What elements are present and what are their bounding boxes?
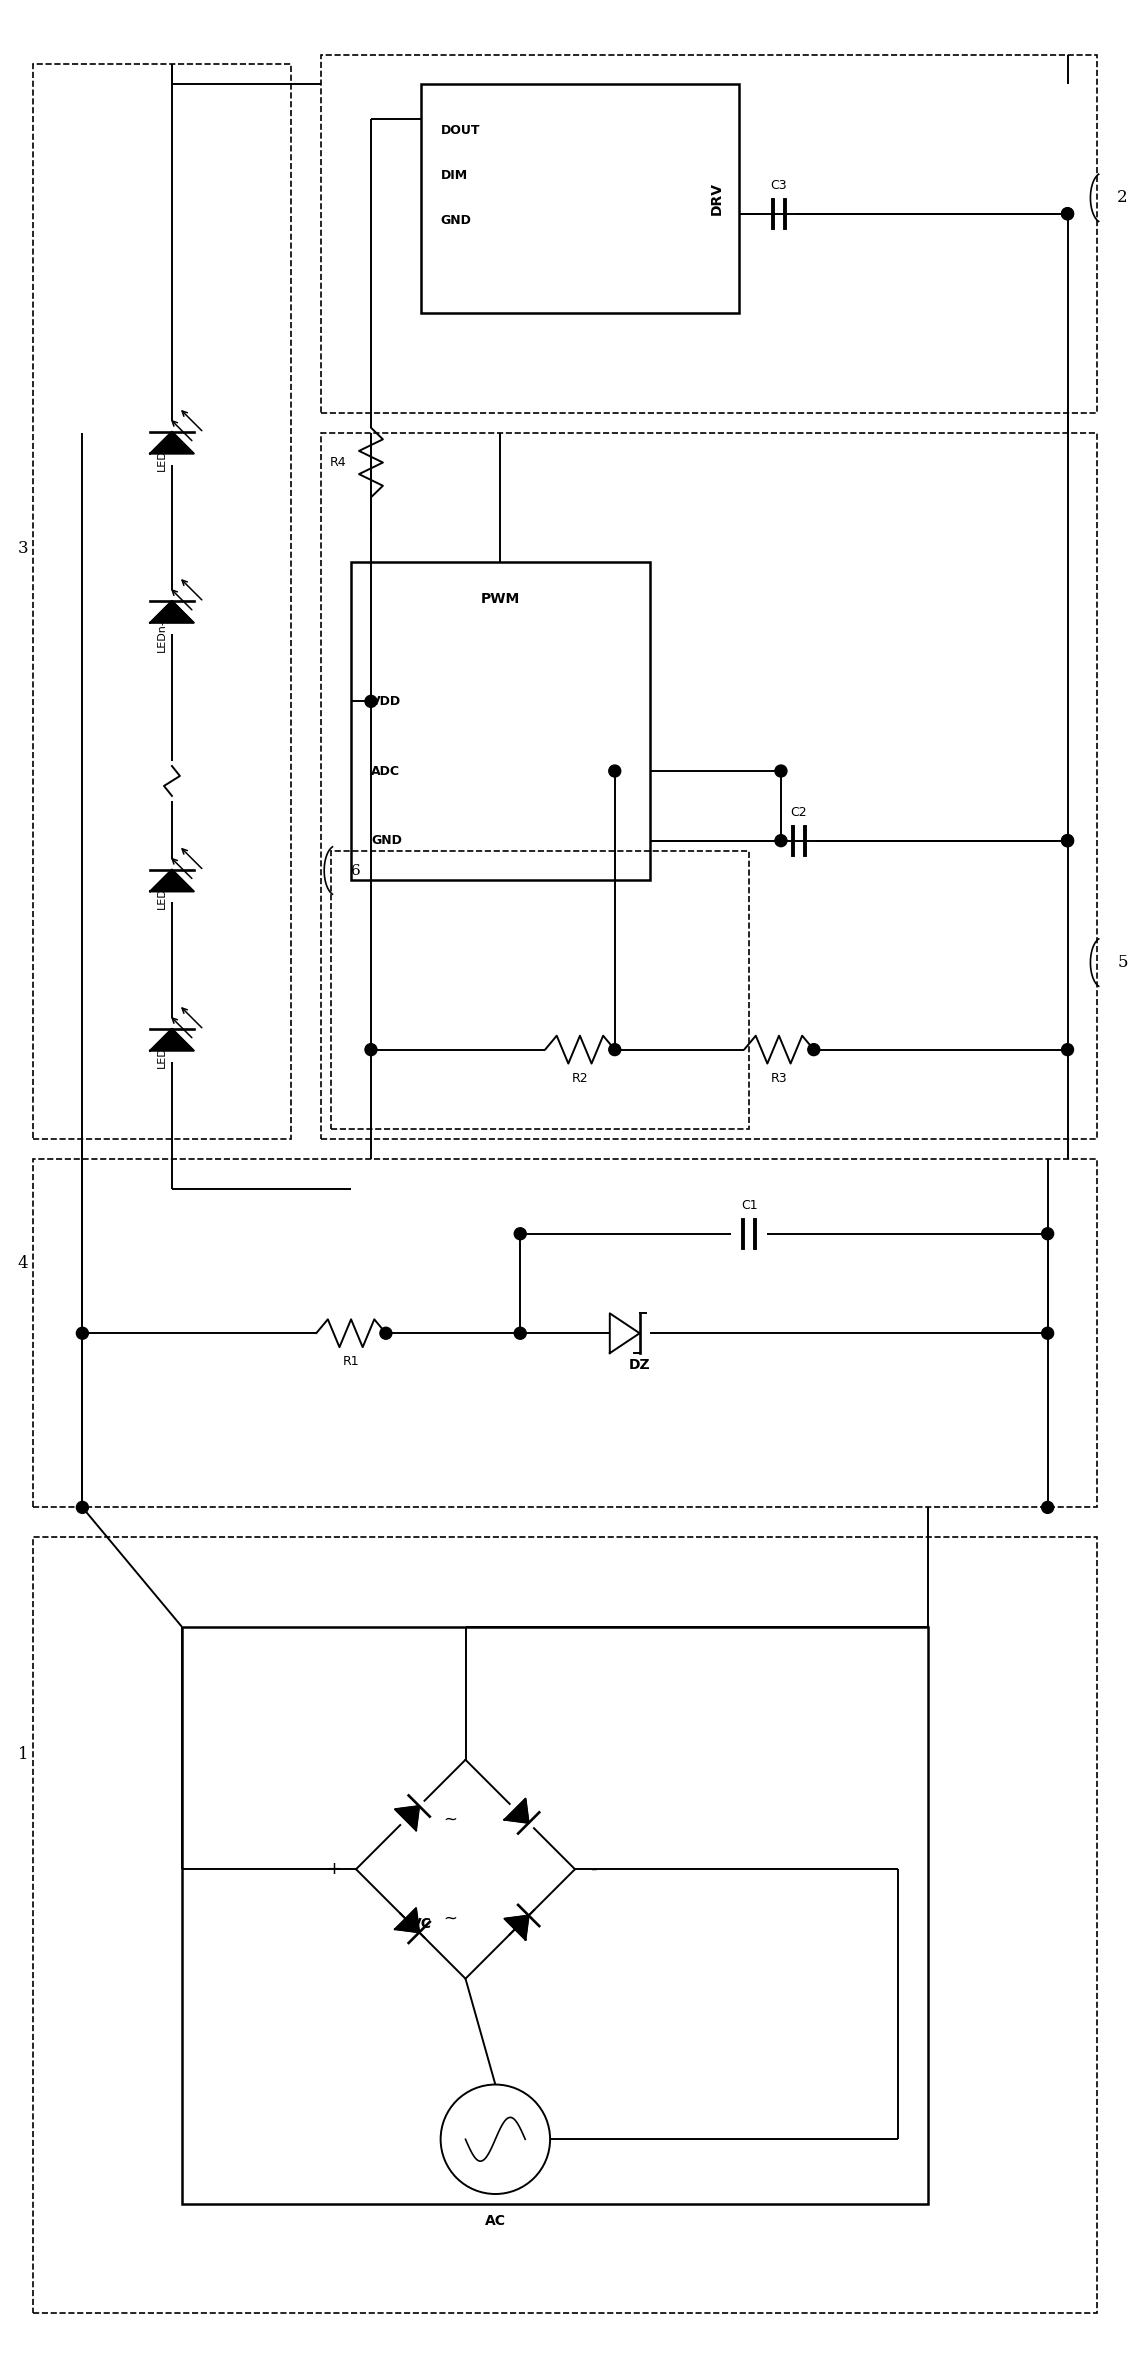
Circle shape — [775, 835, 787, 847]
Bar — [421, 85, 739, 314]
Text: DZ: DZ — [629, 1359, 650, 1373]
Text: PWM: PWM — [481, 592, 520, 606]
Polygon shape — [395, 1807, 419, 1831]
Text: GND: GND — [371, 835, 402, 847]
Text: 4: 4 — [18, 1255, 28, 1272]
Circle shape — [1061, 208, 1074, 219]
Polygon shape — [150, 602, 194, 623]
Circle shape — [1042, 1500, 1053, 1514]
Text: LEDn-1: LEDn-1 — [157, 611, 167, 651]
Polygon shape — [150, 1029, 194, 1050]
Polygon shape — [150, 870, 194, 892]
Text: GND: GND — [440, 215, 471, 226]
Text: C1: C1 — [741, 1198, 757, 1213]
Circle shape — [514, 1227, 527, 1241]
Circle shape — [76, 1328, 89, 1340]
Circle shape — [1061, 835, 1074, 847]
Text: AC: AC — [485, 2213, 506, 2227]
Text: LED1: LED1 — [157, 1040, 167, 1069]
Circle shape — [1042, 1328, 1053, 1340]
Text: DRV: DRV — [711, 182, 724, 215]
Polygon shape — [395, 1908, 419, 1932]
Text: 6: 6 — [351, 863, 361, 878]
Bar — [351, 561, 649, 880]
Text: 1: 1 — [18, 1746, 28, 1762]
Circle shape — [775, 764, 787, 776]
Circle shape — [608, 764, 621, 776]
Text: C2: C2 — [791, 807, 807, 819]
Text: 5: 5 — [1117, 953, 1128, 972]
Text: ~: ~ — [444, 1908, 457, 1927]
Circle shape — [1061, 208, 1074, 219]
Bar — [321, 54, 1098, 413]
Text: ADC: ADC — [371, 764, 400, 778]
Text: VC: VC — [411, 1918, 432, 1932]
Text: +: + — [326, 1861, 342, 1878]
Text: DIM: DIM — [440, 170, 468, 182]
Polygon shape — [504, 1798, 529, 1824]
Bar — [182, 1628, 928, 2203]
Circle shape — [1061, 1043, 1074, 1054]
Circle shape — [608, 1043, 621, 1054]
Circle shape — [808, 1043, 819, 1054]
Text: R1: R1 — [343, 1354, 360, 1368]
Text: R4: R4 — [329, 455, 346, 469]
Text: R3: R3 — [771, 1071, 788, 1085]
Bar — [331, 852, 749, 1130]
Bar — [33, 1538, 1098, 2314]
Bar — [321, 432, 1098, 1139]
Text: DOUT: DOUT — [440, 125, 480, 137]
Text: ~: ~ — [444, 1812, 457, 1828]
Text: 2: 2 — [1117, 189, 1128, 205]
Text: LED2: LED2 — [157, 880, 167, 908]
Circle shape — [514, 1328, 527, 1340]
Text: LEDn: LEDn — [157, 443, 167, 472]
Bar — [33, 1158, 1098, 1507]
Polygon shape — [609, 1314, 640, 1354]
Circle shape — [1061, 835, 1074, 847]
Circle shape — [380, 1328, 392, 1340]
Circle shape — [1042, 1227, 1053, 1241]
Circle shape — [76, 1500, 89, 1514]
Text: -: - — [590, 1861, 596, 1878]
Text: R2: R2 — [572, 1071, 588, 1085]
Bar — [33, 64, 292, 1139]
Text: VDD: VDD — [371, 696, 401, 708]
Polygon shape — [150, 432, 194, 453]
Text: 3: 3 — [18, 540, 28, 557]
Text: C3: C3 — [771, 179, 788, 191]
Circle shape — [365, 696, 377, 708]
Polygon shape — [504, 1916, 529, 1939]
Circle shape — [365, 1043, 377, 1054]
